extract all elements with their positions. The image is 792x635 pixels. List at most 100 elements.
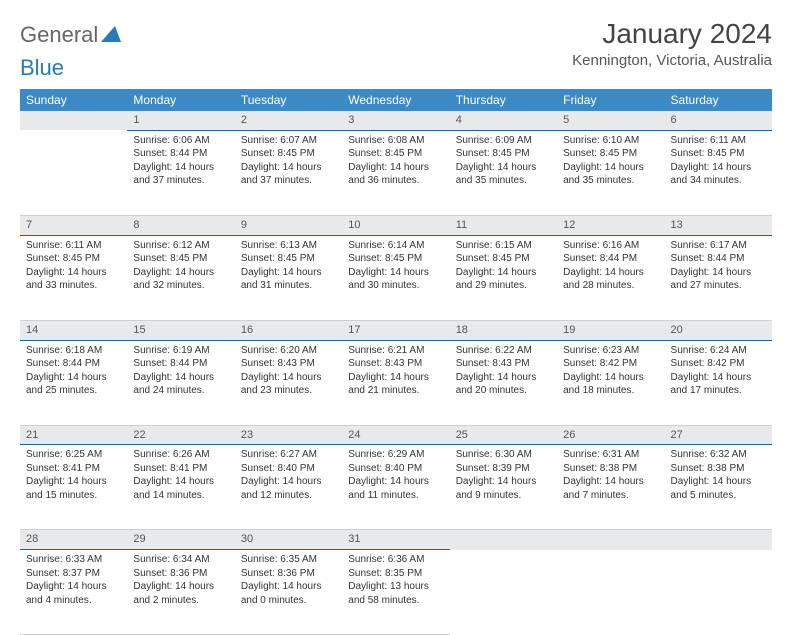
day-number: 7 <box>20 215 127 235</box>
logo-text-2: Blue <box>20 55 64 80</box>
daylight-text: and 0 minutes. <box>241 594 336 608</box>
daylight-text: and 35 minutes. <box>563 174 658 188</box>
day-cell: Sunrise: 6:31 AMSunset: 8:38 PMDaylight:… <box>557 445 664 530</box>
sunrise-text: Sunrise: 6:35 AM <box>241 553 336 567</box>
daylight-text: Daylight: 14 hours <box>241 371 336 385</box>
logo: General <box>20 18 121 48</box>
sunrise-text: Sunrise: 6:36 AM <box>348 553 443 567</box>
sunrise-text: Sunrise: 6:31 AM <box>563 448 658 462</box>
sunset-text: Sunset: 8:45 PM <box>241 147 336 161</box>
day-info-row: Sunrise: 6:11 AMSunset: 8:45 PMDaylight:… <box>20 235 772 320</box>
sunrise-text: Sunrise: 6:21 AM <box>348 344 443 358</box>
daylight-text: Daylight: 14 hours <box>563 475 658 489</box>
sunset-text: Sunset: 8:44 PM <box>671 252 766 266</box>
day-number: 20 <box>665 320 772 340</box>
sunrise-text: Sunrise: 6:14 AM <box>348 239 443 253</box>
day-number: 26 <box>557 425 664 445</box>
sunrise-text: Sunrise: 6:23 AM <box>563 344 658 358</box>
sunset-text: Sunset: 8:45 PM <box>348 147 443 161</box>
sunset-text: Sunset: 8:39 PM <box>456 462 551 476</box>
day-cell: Sunrise: 6:11 AMSunset: 8:45 PMDaylight:… <box>665 130 772 215</box>
sunset-text: Sunset: 8:45 PM <box>133 252 228 266</box>
sunrise-text: Sunrise: 6:10 AM <box>563 134 658 148</box>
day-number-row: 78910111213 <box>20 215 772 235</box>
daylight-text: Daylight: 14 hours <box>671 371 766 385</box>
sunset-text: Sunset: 8:40 PM <box>241 462 336 476</box>
day-cell: Sunrise: 6:11 AMSunset: 8:45 PMDaylight:… <box>20 235 127 320</box>
daylight-text: and 31 minutes. <box>241 279 336 293</box>
daylight-text: and 37 minutes. <box>241 174 336 188</box>
day-cell: Sunrise: 6:24 AMSunset: 8:42 PMDaylight:… <box>665 340 772 425</box>
sunrise-text: Sunrise: 6:17 AM <box>671 239 766 253</box>
daylight-text: and 33 minutes. <box>26 279 121 293</box>
daylight-text: Daylight: 14 hours <box>26 475 121 489</box>
sunrise-text: Sunrise: 6:08 AM <box>348 134 443 148</box>
calendar-table: Sunday Monday Tuesday Wednesday Thursday… <box>20 89 772 635</box>
day-cell <box>450 550 557 635</box>
day-number: 1 <box>127 111 234 130</box>
day-info-row: Sunrise: 6:33 AMSunset: 8:37 PMDaylight:… <box>20 550 772 635</box>
daylight-text: Daylight: 14 hours <box>241 161 336 175</box>
sunset-text: Sunset: 8:37 PM <box>26 567 121 581</box>
day-number <box>450 530 557 550</box>
day-cell: Sunrise: 6:27 AMSunset: 8:40 PMDaylight:… <box>235 445 342 530</box>
day-number: 21 <box>20 425 127 445</box>
day-number: 12 <box>557 215 664 235</box>
day-number: 31 <box>342 530 449 550</box>
day-cell: Sunrise: 6:29 AMSunset: 8:40 PMDaylight:… <box>342 445 449 530</box>
sunset-text: Sunset: 8:45 PM <box>26 252 121 266</box>
sunrise-text: Sunrise: 6:19 AM <box>133 344 228 358</box>
daylight-text: and 11 minutes. <box>348 489 443 503</box>
daylight-text: and 18 minutes. <box>563 384 658 398</box>
day-cell: Sunrise: 6:18 AMSunset: 8:44 PMDaylight:… <box>20 340 127 425</box>
daylight-text: and 29 minutes. <box>456 279 551 293</box>
day-number: 6 <box>665 111 772 130</box>
daylight-text: Daylight: 14 hours <box>133 475 228 489</box>
sunset-text: Sunset: 8:40 PM <box>348 462 443 476</box>
weekday-header: Monday <box>127 89 234 111</box>
daylight-text: and 5 minutes. <box>671 489 766 503</box>
daylight-text: Daylight: 14 hours <box>671 475 766 489</box>
daylight-text: Daylight: 14 hours <box>348 371 443 385</box>
sunrise-text: Sunrise: 6:16 AM <box>563 239 658 253</box>
day-number: 19 <box>557 320 664 340</box>
daylight-text: and 4 minutes. <box>26 594 121 608</box>
daylight-text: and 20 minutes. <box>456 384 551 398</box>
sunset-text: Sunset: 8:44 PM <box>26 357 121 371</box>
daylight-text: Daylight: 14 hours <box>26 580 121 594</box>
sunset-text: Sunset: 8:45 PM <box>671 147 766 161</box>
day-number-row: 21222324252627 <box>20 425 772 445</box>
day-number: 8 <box>127 215 234 235</box>
day-cell: Sunrise: 6:30 AMSunset: 8:39 PMDaylight:… <box>450 445 557 530</box>
day-cell: Sunrise: 6:19 AMSunset: 8:44 PMDaylight:… <box>127 340 234 425</box>
day-cell <box>665 550 772 635</box>
daylight-text: Daylight: 14 hours <box>563 266 658 280</box>
weekday-header: Wednesday <box>342 89 449 111</box>
day-cell: Sunrise: 6:09 AMSunset: 8:45 PMDaylight:… <box>450 130 557 215</box>
sunrise-text: Sunrise: 6:22 AM <box>456 344 551 358</box>
daylight-text: Daylight: 14 hours <box>348 475 443 489</box>
day-cell: Sunrise: 6:17 AMSunset: 8:44 PMDaylight:… <box>665 235 772 320</box>
daylight-text: Daylight: 13 hours <box>348 580 443 594</box>
day-cell: Sunrise: 6:34 AMSunset: 8:36 PMDaylight:… <box>127 550 234 635</box>
day-number: 29 <box>127 530 234 550</box>
day-number: 3 <box>342 111 449 130</box>
daylight-text: Daylight: 14 hours <box>133 580 228 594</box>
day-cell: Sunrise: 6:20 AMSunset: 8:43 PMDaylight:… <box>235 340 342 425</box>
day-number: 5 <box>557 111 664 130</box>
day-cell: Sunrise: 6:33 AMSunset: 8:37 PMDaylight:… <box>20 550 127 635</box>
sunset-text: Sunset: 8:43 PM <box>241 357 336 371</box>
sunrise-text: Sunrise: 6:11 AM <box>26 239 121 253</box>
day-number: 18 <box>450 320 557 340</box>
daylight-text: and 35 minutes. <box>456 174 551 188</box>
day-number-row: 28293031 <box>20 530 772 550</box>
day-info-row: Sunrise: 6:25 AMSunset: 8:41 PMDaylight:… <box>20 445 772 530</box>
day-number: 14 <box>20 320 127 340</box>
sunrise-text: Sunrise: 6:15 AM <box>456 239 551 253</box>
day-info-row: Sunrise: 6:18 AMSunset: 8:44 PMDaylight:… <box>20 340 772 425</box>
daylight-text: Daylight: 14 hours <box>456 161 551 175</box>
sunset-text: Sunset: 8:45 PM <box>456 147 551 161</box>
day-number-row: 14151617181920 <box>20 320 772 340</box>
logo-triangle-icon <box>101 22 121 48</box>
daylight-text: and 9 minutes. <box>456 489 551 503</box>
